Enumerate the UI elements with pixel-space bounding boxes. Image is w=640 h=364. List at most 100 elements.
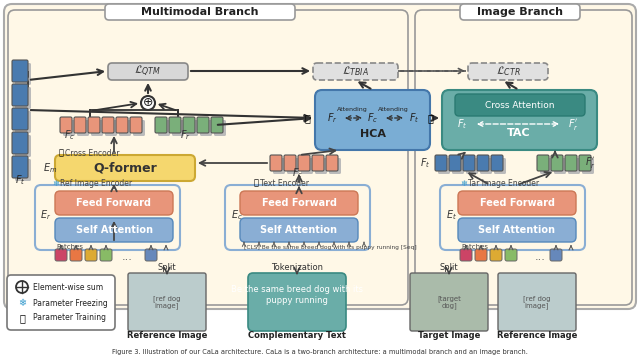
- Text: $\mathcal{L}_{TBIA}$: $\mathcal{L}_{TBIA}$: [342, 64, 369, 78]
- FancyBboxPatch shape: [15, 63, 31, 85]
- FancyBboxPatch shape: [579, 155, 591, 171]
- Text: Q-former: Q-former: [93, 162, 157, 174]
- Text: [ref dog
image]: [ref dog image]: [153, 295, 180, 309]
- Text: $\mathcal{L}_{QTM}$: $\mathcal{L}_{QTM}$: [134, 64, 161, 79]
- Text: Text Encoder: Text Encoder: [260, 178, 309, 187]
- Text: Feed Forward: Feed Forward: [77, 198, 152, 208]
- FancyBboxPatch shape: [105, 120, 117, 136]
- Text: ❄: ❄: [461, 178, 467, 187]
- Text: Self Attention: Self Attention: [76, 225, 152, 235]
- FancyBboxPatch shape: [491, 155, 503, 171]
- FancyBboxPatch shape: [565, 155, 577, 171]
- Text: 🔥: 🔥: [58, 149, 63, 158]
- Text: $F_t$: $F_t$: [420, 156, 430, 170]
- Text: $E_m$: $E_m$: [43, 161, 57, 175]
- FancyBboxPatch shape: [554, 158, 566, 174]
- FancyBboxPatch shape: [505, 249, 517, 261]
- FancyBboxPatch shape: [550, 249, 562, 261]
- FancyBboxPatch shape: [119, 120, 131, 136]
- FancyBboxPatch shape: [158, 120, 170, 136]
- Text: $F_r'$: $F_r'$: [584, 155, 595, 170]
- Text: Ref Image Encoder: Ref Image Encoder: [60, 178, 132, 187]
- Text: Attending: Attending: [337, 107, 367, 112]
- FancyBboxPatch shape: [55, 191, 173, 215]
- FancyBboxPatch shape: [12, 132, 28, 154]
- Text: ❄: ❄: [52, 178, 60, 187]
- Text: ...: ...: [122, 252, 132, 262]
- Text: $F_r'$: $F_r'$: [568, 116, 579, 131]
- Text: Self Attention: Self Attention: [260, 225, 337, 235]
- Text: $F_c$: $F_c$: [65, 128, 76, 142]
- FancyBboxPatch shape: [582, 158, 594, 174]
- FancyBboxPatch shape: [466, 158, 478, 174]
- FancyBboxPatch shape: [100, 249, 112, 261]
- Text: Tokenization: Tokenization: [271, 262, 323, 272]
- Text: 🔥: 🔥: [253, 178, 259, 187]
- FancyBboxPatch shape: [477, 155, 489, 171]
- Text: $F_t$: $F_t$: [409, 111, 419, 125]
- FancyBboxPatch shape: [15, 87, 31, 109]
- FancyBboxPatch shape: [248, 273, 346, 331]
- FancyBboxPatch shape: [442, 90, 597, 150]
- Text: [CLS] Be the same breed dog with its puppy running [Seq]: [CLS] Be the same breed dog with its pup…: [244, 245, 417, 250]
- FancyBboxPatch shape: [458, 191, 576, 215]
- Text: Image Branch: Image Branch: [477, 7, 563, 17]
- FancyBboxPatch shape: [4, 4, 636, 309]
- FancyBboxPatch shape: [186, 120, 198, 136]
- Text: Element-wise sum: Element-wise sum: [33, 282, 103, 292]
- Text: $E_r$: $E_r$: [40, 208, 52, 222]
- FancyBboxPatch shape: [12, 156, 28, 178]
- FancyBboxPatch shape: [449, 155, 461, 171]
- FancyBboxPatch shape: [537, 155, 549, 171]
- Text: $\oplus$: $\oplus$: [142, 96, 154, 110]
- FancyBboxPatch shape: [287, 158, 299, 174]
- Text: [ref dog
image]: [ref dog image]: [524, 295, 551, 309]
- Text: $\mathcal{L}_{CTR}$: $\mathcal{L}_{CTR}$: [495, 64, 520, 78]
- Text: Figure 3. Illustration of our CaLa architecture. CaLa is a two-branch architectu: Figure 3. Illustration of our CaLa archi…: [112, 349, 528, 355]
- Text: Feed Forward: Feed Forward: [262, 198, 337, 208]
- FancyBboxPatch shape: [498, 273, 576, 331]
- FancyBboxPatch shape: [102, 117, 114, 133]
- FancyBboxPatch shape: [452, 158, 464, 174]
- Text: 🔥: 🔥: [304, 113, 310, 123]
- FancyBboxPatch shape: [438, 158, 450, 174]
- FancyBboxPatch shape: [88, 117, 100, 133]
- Text: 🔥: 🔥: [19, 313, 25, 323]
- Text: $F_c$: $F_c$: [367, 111, 379, 125]
- FancyBboxPatch shape: [55, 249, 67, 261]
- FancyBboxPatch shape: [326, 155, 338, 171]
- FancyBboxPatch shape: [55, 218, 173, 242]
- FancyBboxPatch shape: [74, 117, 86, 133]
- Text: Target Image: Target Image: [418, 331, 480, 340]
- FancyBboxPatch shape: [145, 249, 157, 261]
- FancyBboxPatch shape: [169, 117, 181, 133]
- FancyBboxPatch shape: [155, 117, 167, 133]
- FancyBboxPatch shape: [70, 249, 82, 261]
- FancyBboxPatch shape: [63, 120, 75, 136]
- Text: Multimodal Branch: Multimodal Branch: [141, 7, 259, 17]
- FancyBboxPatch shape: [329, 158, 341, 174]
- Text: HCA: HCA: [360, 129, 386, 139]
- FancyBboxPatch shape: [77, 120, 89, 136]
- FancyBboxPatch shape: [211, 117, 223, 133]
- FancyBboxPatch shape: [435, 155, 447, 171]
- Text: TAC: TAC: [507, 128, 531, 138]
- FancyBboxPatch shape: [240, 191, 358, 215]
- FancyBboxPatch shape: [15, 159, 31, 181]
- FancyBboxPatch shape: [128, 273, 206, 331]
- FancyBboxPatch shape: [12, 108, 28, 130]
- FancyBboxPatch shape: [298, 155, 310, 171]
- Text: Split: Split: [157, 262, 176, 272]
- FancyBboxPatch shape: [183, 117, 195, 133]
- Text: $F_t$: $F_t$: [15, 173, 25, 187]
- FancyBboxPatch shape: [270, 155, 282, 171]
- FancyBboxPatch shape: [172, 120, 184, 136]
- Text: Parameter Training: Parameter Training: [33, 313, 106, 323]
- FancyBboxPatch shape: [410, 273, 488, 331]
- FancyBboxPatch shape: [468, 63, 548, 80]
- Circle shape: [141, 96, 155, 110]
- Text: $E_c$: $E_c$: [231, 208, 243, 222]
- FancyBboxPatch shape: [240, 218, 358, 242]
- FancyBboxPatch shape: [273, 158, 285, 174]
- FancyBboxPatch shape: [568, 158, 580, 174]
